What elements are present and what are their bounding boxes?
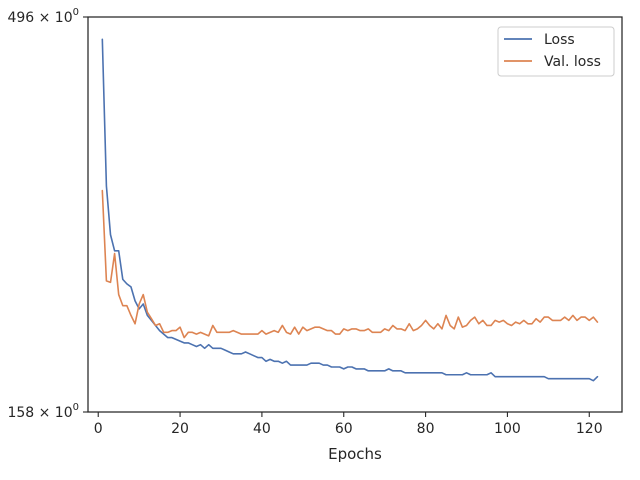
y-axis: 496 × 100 158 × 100: [7, 7, 88, 421]
plot-frame: [87, 16, 623, 413]
legend-label-val-loss: Val. loss: [544, 54, 601, 70]
x-tick-label: 120: [576, 421, 603, 437]
y-tick-label: 158 × 100: [7, 402, 79, 421]
x-tick-label: 60: [335, 421, 353, 437]
x-tick-label: 100: [494, 421, 521, 437]
x-tick-label: 20: [171, 421, 189, 437]
x-axis-title: Epochs: [328, 445, 382, 463]
series-line-loss: [101, 38, 599, 382]
x-axis: 0 20 40 60 80 100 120: [94, 412, 603, 437]
x-tick-label: 80: [417, 421, 435, 437]
series-line-val-loss: [101, 189, 599, 339]
series-layer: [101, 38, 599, 382]
legend: Loss Val. loss: [497, 26, 615, 77]
x-tick-label: 0: [94, 421, 103, 437]
y-tick-label: 496 × 100: [7, 7, 79, 26]
legend-label-loss: Loss: [544, 32, 575, 48]
x-tick-label: 40: [253, 421, 271, 437]
